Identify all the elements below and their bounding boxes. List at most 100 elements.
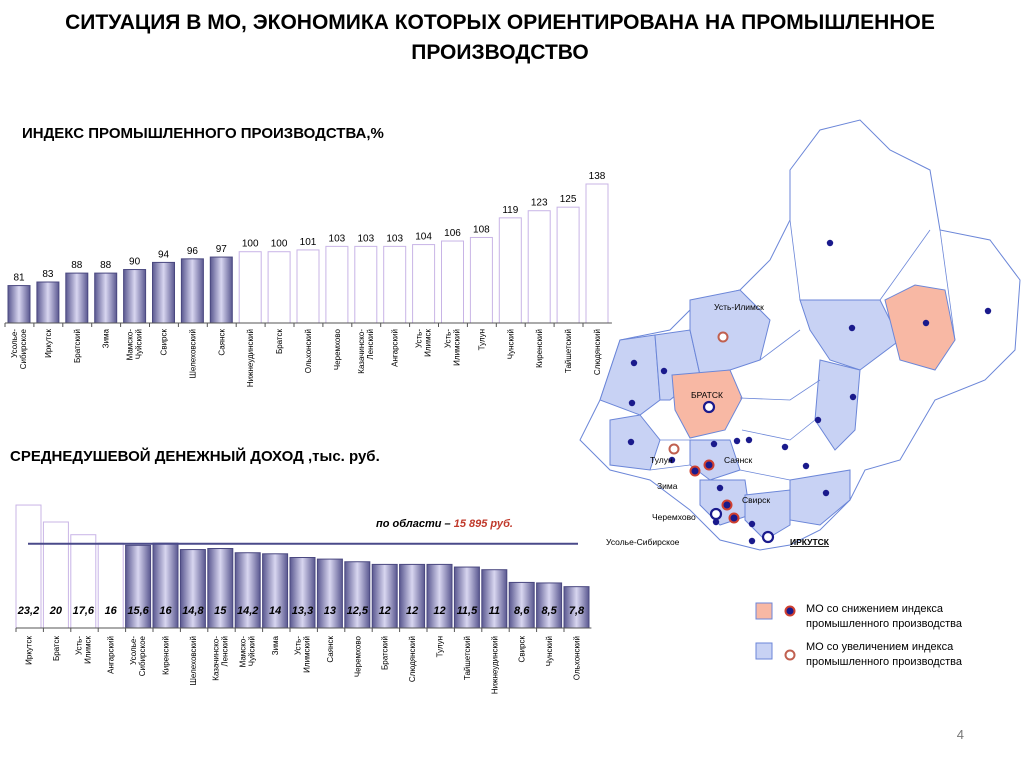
district-dot <box>660 367 668 375</box>
legend-swatch-pink <box>755 602 773 620</box>
data-label: 81 <box>13 273 25 284</box>
district-dot <box>710 440 718 448</box>
category-label: Братский <box>73 329 82 363</box>
data-label: 17,6 <box>73 605 95 617</box>
category-label-line: Илимский <box>453 329 462 366</box>
city-marker-decrease <box>703 459 715 471</box>
category-label-line: Казачинско- <box>211 636 220 681</box>
data-label: 96 <box>187 246 199 257</box>
category-label-line: Сибирское <box>138 635 147 676</box>
category-label: Братск <box>52 636 61 662</box>
category-label: Слюдянский <box>408 636 417 682</box>
district-dot <box>712 518 720 526</box>
district-dot <box>922 319 930 327</box>
district-dot <box>630 359 638 367</box>
bar <box>15 504 42 629</box>
category-label: Чунский <box>545 636 554 666</box>
data-label: 125 <box>560 194 577 205</box>
chart-industrial-index: 81 Усолье-Сибирское 83 Иркутск 88 Братский 88 З… <box>4 171 612 387</box>
district-dot <box>627 438 635 446</box>
city-marker-decrease <box>728 512 740 524</box>
category-label-line: Ленский <box>220 636 229 667</box>
data-label: 20 <box>49 605 63 617</box>
chart2-title: СРЕДНЕДУШЕВОЙ ДЕНЕЖНЫЙ ДОХОД ,тыс. руб. <box>10 448 380 465</box>
category-label: Саянск <box>217 329 226 356</box>
category-label-line: Усть- <box>444 329 453 348</box>
district-dot <box>745 436 753 444</box>
category-label: Свирск <box>518 636 527 663</box>
category-label: Нижнеудинский <box>490 636 499 694</box>
category-label: Казачинско-Ленский <box>211 636 229 681</box>
category-label-line: Чуйский <box>248 636 257 666</box>
category-label: Нижнеудинский <box>246 329 255 387</box>
city-marker-decrease <box>721 499 733 511</box>
category-label: Тулун <box>436 636 445 657</box>
category-label-line: Усолье- <box>129 636 138 665</box>
category-label: Усолье-Сибирское <box>129 635 147 676</box>
district-dot <box>822 489 830 497</box>
regional-average-label: по области – 15 895 руб. <box>376 518 513 530</box>
category-label: Усолье-Сибирское <box>10 328 28 369</box>
data-label: 123 <box>531 198 548 209</box>
legend-swatches <box>755 602 796 661</box>
data-label: 14 <box>269 605 281 617</box>
data-label: 15 <box>214 605 227 617</box>
category-label: Братский <box>381 636 390 670</box>
category-label: Шелеховский <box>189 636 198 685</box>
category-label: Тайшетский <box>463 636 472 680</box>
data-label: 88 <box>71 260 83 271</box>
data-label: 103 <box>386 233 403 244</box>
data-label: 11,5 <box>457 605 478 617</box>
map-lines <box>649 219 956 481</box>
category-label: Мамско-Чуйский <box>126 329 144 361</box>
bar <box>399 563 426 629</box>
city-marker-increase <box>717 331 729 343</box>
category-label-line: Мамско- <box>239 636 248 668</box>
data-label: 106 <box>444 228 461 239</box>
map-label-svirsk: Свирск <box>742 495 770 505</box>
bar <box>344 561 371 629</box>
city-marker-major <box>761 530 775 544</box>
district-dot <box>781 443 789 451</box>
category-label-line: Усть- <box>415 329 424 348</box>
district-dot <box>716 484 724 492</box>
category-label: Саянск <box>326 636 335 663</box>
city-marker-decrease <box>689 465 701 477</box>
bar <box>42 521 69 629</box>
map-label-sayansk: Саянск <box>724 455 753 465</box>
data-label: 119 <box>502 205 518 216</box>
district-dot <box>733 437 741 445</box>
category-label: Ангарский <box>391 329 400 367</box>
map-label-bratsk: БРАТСК <box>691 390 723 400</box>
category-label: Ангарский <box>107 636 116 674</box>
district-dot <box>984 307 992 315</box>
category-label: Иркутск <box>25 636 34 665</box>
category-label-line: Казачинско- <box>357 329 366 374</box>
district-dot <box>748 520 756 528</box>
bar <box>125 544 152 629</box>
bar <box>179 549 206 629</box>
data-label: 12 <box>406 605 418 617</box>
category-label: Черемхово <box>333 328 342 370</box>
data-label: 101 <box>300 237 317 248</box>
category-label: Усть-Илимск <box>415 329 433 357</box>
bar <box>289 557 316 629</box>
category-label: Мамско-Чуйский <box>239 636 257 668</box>
district-dot <box>814 416 822 424</box>
legend-marker-increase <box>784 649 796 661</box>
data-label: 100 <box>242 239 259 250</box>
district-dot <box>628 399 636 407</box>
data-label: 13 <box>324 605 336 617</box>
data-label: 88 <box>100 260 112 271</box>
bar <box>234 552 261 629</box>
category-label: Киренский <box>162 636 171 675</box>
data-label: 83 <box>42 269 54 280</box>
bar <box>207 548 234 629</box>
district-dot <box>849 393 857 401</box>
category-label: Киренский <box>535 329 544 368</box>
data-label: 16 <box>159 605 172 617</box>
data-label: 8,6 <box>514 605 530 617</box>
category-label: Иркутск <box>44 329 53 358</box>
city-marker-major <box>709 507 723 521</box>
category-label: Ольхонский <box>304 329 313 373</box>
